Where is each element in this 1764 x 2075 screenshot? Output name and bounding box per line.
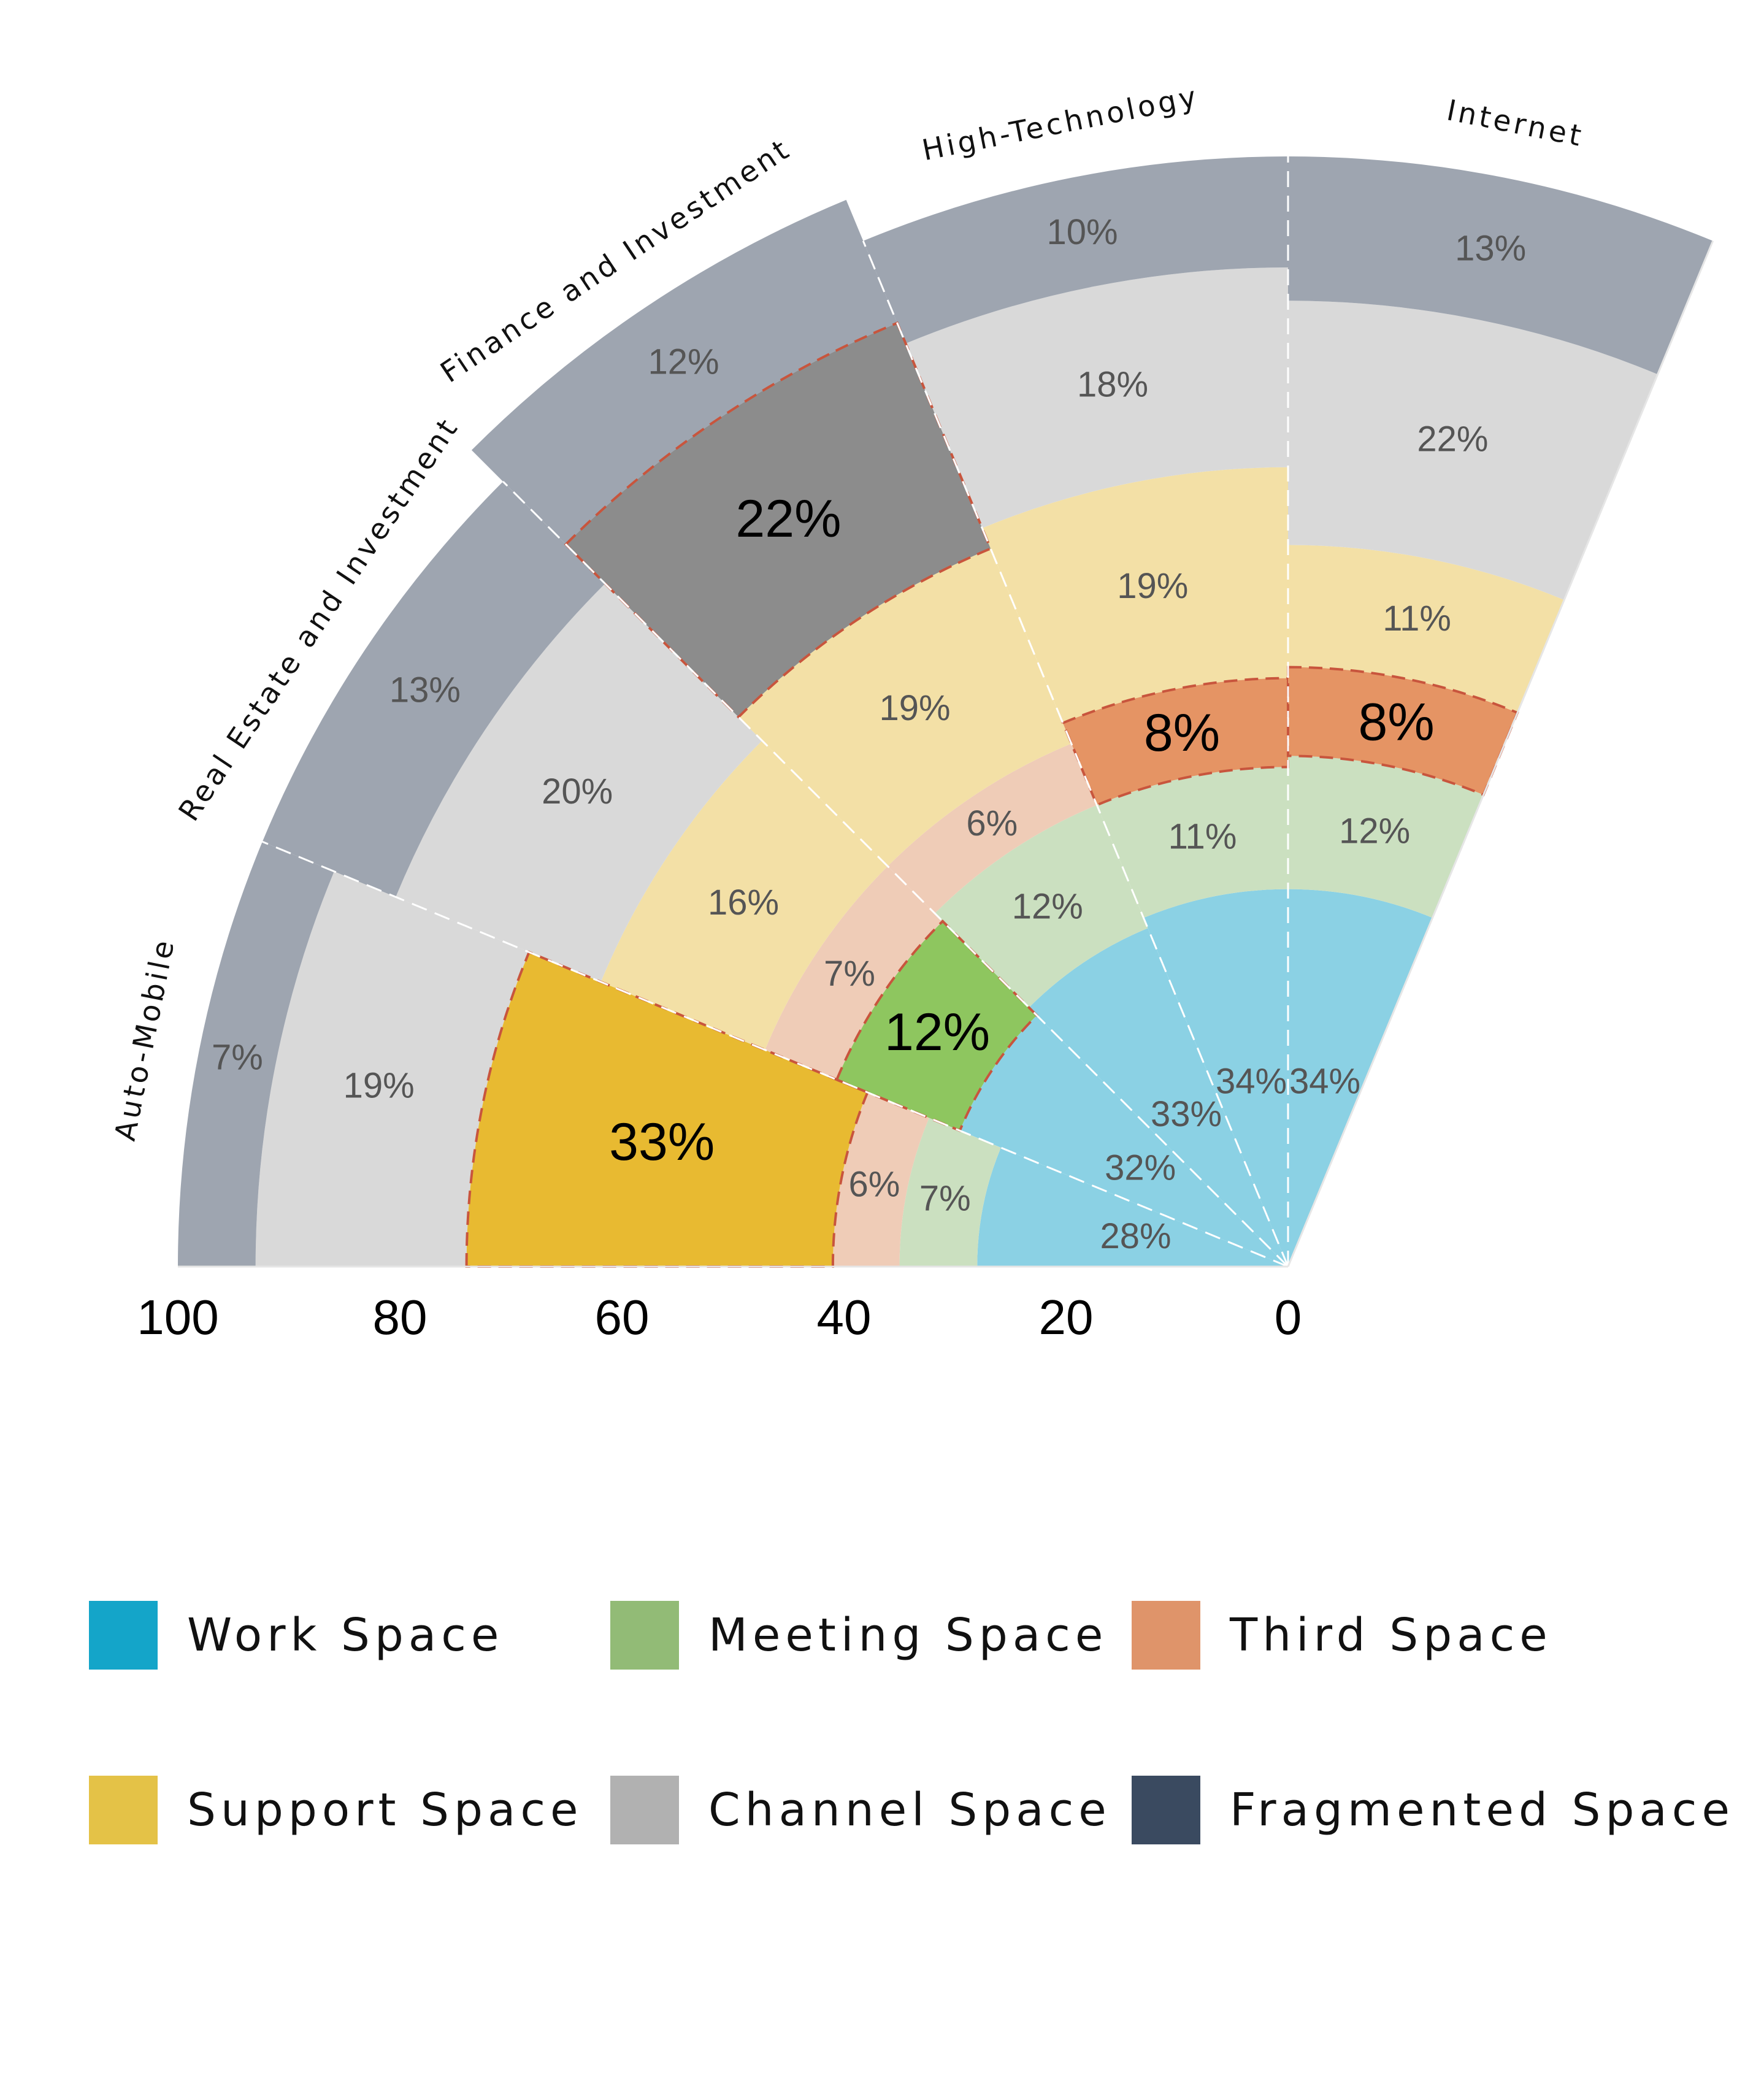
segment-auto-mobile-channel-space (255, 871, 529, 1267)
segment-label: 34% (1216, 1062, 1287, 1102)
segment-internet-meeting-space (1288, 756, 1484, 918)
segment-label: 8% (1144, 704, 1220, 762)
legend-label: Channel Space (708, 1784, 1111, 1836)
legend-label: Work Space (187, 1609, 504, 1662)
segment-label: 8% (1358, 692, 1434, 751)
legend-item-channel-space: Channel Space (610, 1776, 1111, 1844)
segment-label: 22% (735, 489, 841, 548)
legend-item-meeting-space: Meeting Space (610, 1601, 1108, 1670)
segment-finance-and-investment-work-space (1029, 928, 1288, 1267)
legend-swatch (610, 1776, 679, 1844)
segment-real-estate-and-investment-fragmented-space (262, 481, 605, 897)
segment-label: 7% (919, 1178, 971, 1218)
segment-label: 19% (1117, 566, 1188, 606)
segment-label: 34% (1289, 1062, 1360, 1102)
legend-swatch (89, 1776, 158, 1844)
segment-label: 12% (884, 1003, 990, 1062)
segment-real-estate-and-investment-work-space (959, 1015, 1288, 1267)
segment-auto-mobile-work-space (977, 1148, 1288, 1267)
segment-label: 7% (824, 954, 875, 994)
segment-internet-channel-space (1288, 301, 1658, 600)
segment-real-estate-and-investment-third-space (765, 866, 943, 1080)
radial-axis-ticks: 100 80 60 40 20 0 (137, 1290, 1302, 1344)
legend-item-support-space: Support Space (89, 1776, 583, 1844)
legend-item-fragmented-space: Fragmented Space (1132, 1776, 1735, 1844)
segment-internet-work-space (1288, 889, 1433, 1267)
category-divider (862, 240, 1289, 1267)
segment-auto-mobile-meeting-space (899, 1118, 1001, 1267)
segment-label: 13% (1455, 229, 1526, 269)
axis-tick-label: 80 (373, 1290, 428, 1344)
segment-label: 10% (1046, 212, 1118, 252)
segment-labels: 28%7%6%33%19%7%32%12%7%16%20%13%33%12%6%… (212, 212, 1526, 1256)
segment-high-technology-channel-space (905, 267, 1288, 528)
segment-high-technology-meeting-space (1097, 767, 1288, 918)
segment-finance-and-investment-support-space (738, 548, 1072, 867)
segment-finance-and-investment-fragmented-space (471, 199, 897, 545)
segment-finance-and-investment-meeting-space (935, 805, 1148, 1008)
category-divider (262, 840, 1289, 1268)
axis-tick-label: 0 (1275, 1290, 1302, 1344)
segment-finance-and-investment-third-space (888, 743, 1097, 914)
category-dividers (178, 156, 1714, 1268)
segment-label: 22% (1417, 419, 1488, 459)
segment-real-estate-and-investment-channel-space (396, 583, 762, 982)
segment-label: 16% (708, 883, 779, 922)
segment-real-estate-and-investment-support-space (600, 740, 888, 1050)
segment-label: 33% (1151, 1094, 1222, 1134)
legend-label: Support Space (187, 1784, 583, 1836)
segment-auto-mobile-fragmented-space (178, 842, 334, 1267)
segment-high-technology-work-space (1143, 889, 1288, 1267)
segment-label: 32% (1105, 1148, 1176, 1188)
legend-swatch (1132, 1601, 1200, 1670)
legend-swatch (1132, 1776, 1200, 1844)
segment-real-estate-and-investment-meeting-space (835, 919, 1039, 1132)
legend-swatch (610, 1601, 679, 1670)
segment-label: 19% (343, 1066, 415, 1106)
segment-label: 6% (848, 1164, 900, 1204)
segment-label: 28% (1100, 1216, 1171, 1256)
segment-label: 12% (1012, 887, 1083, 927)
chart-segments (178, 156, 1713, 1268)
segment-label: 6% (966, 804, 1018, 843)
segment-label: 12% (1339, 811, 1410, 851)
segment-label: 12% (648, 342, 719, 382)
segment-label: 13% (389, 670, 461, 710)
segment-label: 7% (212, 1038, 263, 1078)
legend-label: Meeting Space (708, 1609, 1108, 1662)
category-divider (502, 481, 1289, 1268)
axis-tick-label: 100 (137, 1290, 218, 1344)
chart-edge (1287, 240, 1714, 1267)
segment-auto-mobile-support-space (465, 950, 870, 1268)
segment-auto-mobile-third-space (832, 1092, 929, 1267)
segment-label: 33% (609, 1113, 715, 1172)
segment-high-technology-fragmented-space (863, 156, 1288, 343)
segment-internet-fragmented-space (1288, 156, 1713, 375)
axis-tick-label: 40 (817, 1290, 872, 1344)
segment-label: 11% (1168, 816, 1237, 856)
segment-label: 11% (1382, 599, 1451, 639)
legend-item-work-space: Work Space (89, 1601, 504, 1670)
segment-label: 19% (880, 688, 951, 728)
legend-swatch (89, 1601, 158, 1670)
axis-tick-label: 20 (1039, 1290, 1094, 1344)
segment-label: 18% (1077, 365, 1148, 405)
legend-label: Fragmented Space (1230, 1784, 1735, 1836)
legend-item-third-space: Third Space (1132, 1601, 1552, 1670)
segment-high-technology-support-space (982, 467, 1288, 723)
legend-label: Third Space (1230, 1609, 1552, 1662)
axis-tick-label: 60 (595, 1290, 650, 1344)
segment-label: 20% (542, 772, 613, 811)
